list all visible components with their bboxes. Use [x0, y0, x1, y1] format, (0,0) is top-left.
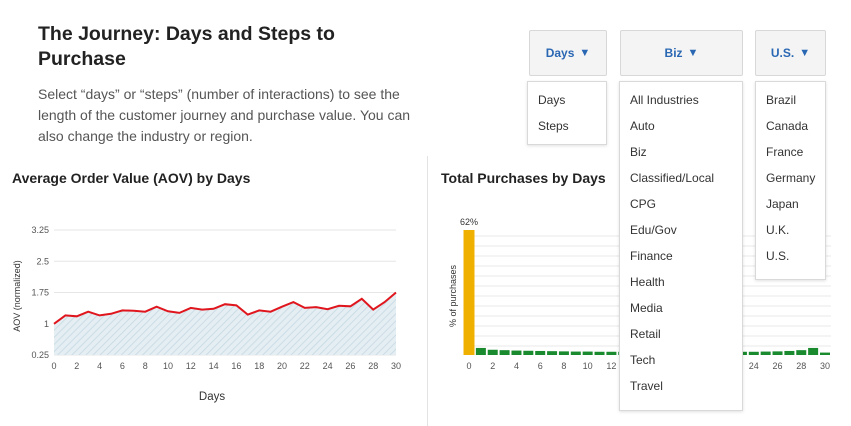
purchase-bar: [796, 350, 807, 355]
purchase-bar: [772, 351, 783, 355]
menu-option-travel[interactable]: Travel: [630, 379, 663, 393]
aov-x-tick-label: 30: [391, 361, 401, 371]
aov-y-axis-label: AOV (normalized): [12, 260, 22, 332]
purchase-bar: [760, 351, 771, 355]
purchases-x-tick-label: 10: [583, 361, 593, 371]
aov-y-tick-label: 3.25: [31, 225, 49, 235]
purchase-bar: [463, 230, 475, 355]
caret-down-icon: ▼: [687, 47, 699, 59]
purchases-x-tick-label: 30: [820, 361, 830, 371]
menu-option-canada[interactable]: Canada: [766, 119, 809, 133]
metric-dropdown-menu: Days Steps: [527, 81, 607, 145]
aov-x-tick-label: 18: [254, 361, 264, 371]
menu-option-steps[interactable]: Steps: [538, 119, 569, 133]
aov-x-tick-label: 28: [368, 361, 378, 371]
caret-down-icon: ▼: [799, 47, 811, 59]
purchase-bar: [499, 350, 510, 355]
aov-y-tick-label: 0.25: [31, 350, 49, 360]
purchase-bar: [547, 351, 558, 355]
aov-x-tick-label: 0: [51, 361, 56, 371]
menu-option-germany[interactable]: Germany: [766, 171, 816, 185]
purchase-bar: [808, 347, 819, 355]
purchases-x-tick-label: 6: [538, 361, 543, 371]
purchase-bar: [570, 351, 581, 355]
purchase-bar: [535, 350, 546, 355]
aov-series-line: [53, 291, 397, 325]
purchases-x-tick-label: 24: [749, 361, 759, 371]
aov-chart-title: Average Order Value (AOV) by Days: [12, 170, 251, 186]
menu-option-uk[interactable]: U.K.: [766, 223, 790, 237]
industry-dropdown-label: Biz: [664, 46, 683, 60]
menu-option-japan[interactable]: Japan: [766, 197, 799, 211]
aov-y-tick-label: 2.5: [36, 256, 49, 266]
metric-dropdown-button[interactable]: Days ▼: [529, 30, 607, 76]
purchase-bar: [594, 351, 605, 355]
purchases-x-tick-label: 4: [514, 361, 519, 371]
page-description: Select “days” or “steps” (number of inte…: [38, 86, 411, 144]
menu-option-biz[interactable]: Biz: [630, 145, 647, 159]
menu-option-classified-local[interactable]: Classified/Local: [630, 171, 715, 185]
menu-option-edu-gov[interactable]: Edu/Gov: [630, 223, 677, 237]
purchases-x-tick-label: 0: [466, 361, 471, 371]
menu-option-brazil[interactable]: Brazil: [766, 93, 797, 107]
region-dropdown-button[interactable]: U.S. ▼: [755, 30, 826, 76]
region-dropdown-menu: Brazil Canada France Germany Japan U.K. …: [755, 81, 826, 280]
purchase-bar: [582, 351, 593, 355]
purchase-bar: [511, 350, 522, 355]
menu-option-all-industries[interactable]: All Industries: [630, 93, 699, 107]
aov-y-tick-label: 1.75: [31, 288, 49, 298]
first-bar-data-label: 62%: [460, 217, 478, 227]
menu-option-us[interactable]: U.S.: [766, 249, 790, 263]
menu-option-retail[interactable]: Retail: [630, 327, 661, 341]
purchase-bar: [475, 347, 486, 355]
caret-down-icon: ▼: [579, 47, 591, 59]
aov-x-tick-label: 20: [277, 361, 287, 371]
purchase-bar: [748, 351, 759, 355]
aov-x-tick-label: 8: [143, 361, 148, 371]
page-title: The Journey: Days and Steps to Purchase: [38, 23, 335, 70]
aov-x-tick-label: 14: [209, 361, 219, 371]
menu-option-days[interactable]: Days: [538, 93, 566, 107]
aov-x-tick-label: 12: [186, 361, 196, 371]
purchase-bar: [820, 352, 830, 355]
menu-option-finance[interactable]: Finance: [630, 249, 673, 263]
purchase-bar: [606, 351, 617, 355]
menu-option-auto[interactable]: Auto: [630, 119, 655, 133]
aov-area-fill: [54, 292, 396, 355]
aov-x-tick-label: 4: [97, 361, 102, 371]
purchase-bar: [558, 351, 569, 355]
purchases-x-tick-label: 26: [773, 361, 783, 371]
aov-x-axis-label: Days: [199, 391, 225, 403]
menu-option-france[interactable]: France: [766, 145, 804, 159]
aov-x-tick-label: 10: [163, 361, 173, 371]
aov-x-tick-label: 22: [300, 361, 310, 371]
purchases-chart-title: Total Purchases by Days: [441, 170, 606, 186]
purchases-x-tick-label: 2: [490, 361, 495, 371]
menu-option-cpg[interactable]: CPG: [630, 197, 657, 211]
aov-x-tick-label: 24: [323, 361, 333, 371]
industry-dropdown-menu: All Industries Auto Biz Classified/Local…: [619, 81, 743, 411]
chart-divider: [427, 156, 428, 426]
region-dropdown-label: U.S.: [770, 46, 795, 60]
purchase-bar: [523, 350, 534, 355]
menu-option-media[interactable]: Media: [630, 301, 663, 315]
aov-x-tick-label: 16: [231, 361, 241, 371]
metric-dropdown-label: Days: [545, 46, 575, 60]
purchases-x-tick-label: 8: [561, 361, 566, 371]
purchases-x-tick-label: 12: [606, 361, 616, 371]
purchases-x-tick-label: 28: [796, 361, 806, 371]
industry-dropdown-button[interactable]: Biz ▼: [620, 30, 743, 76]
aov-x-tick-label: 6: [120, 361, 125, 371]
aov-y-tick-label: 1: [44, 319, 49, 329]
aov-x-tick-label: 26: [345, 361, 355, 371]
aov-x-tick-label: 2: [74, 361, 79, 371]
purchase-bar: [784, 350, 795, 355]
menu-option-tech[interactable]: Tech: [630, 353, 656, 367]
purchase-bar: [487, 349, 498, 355]
purchases-y-axis-label: % of purchases: [448, 264, 458, 327]
menu-option-health[interactable]: Health: [630, 275, 665, 289]
